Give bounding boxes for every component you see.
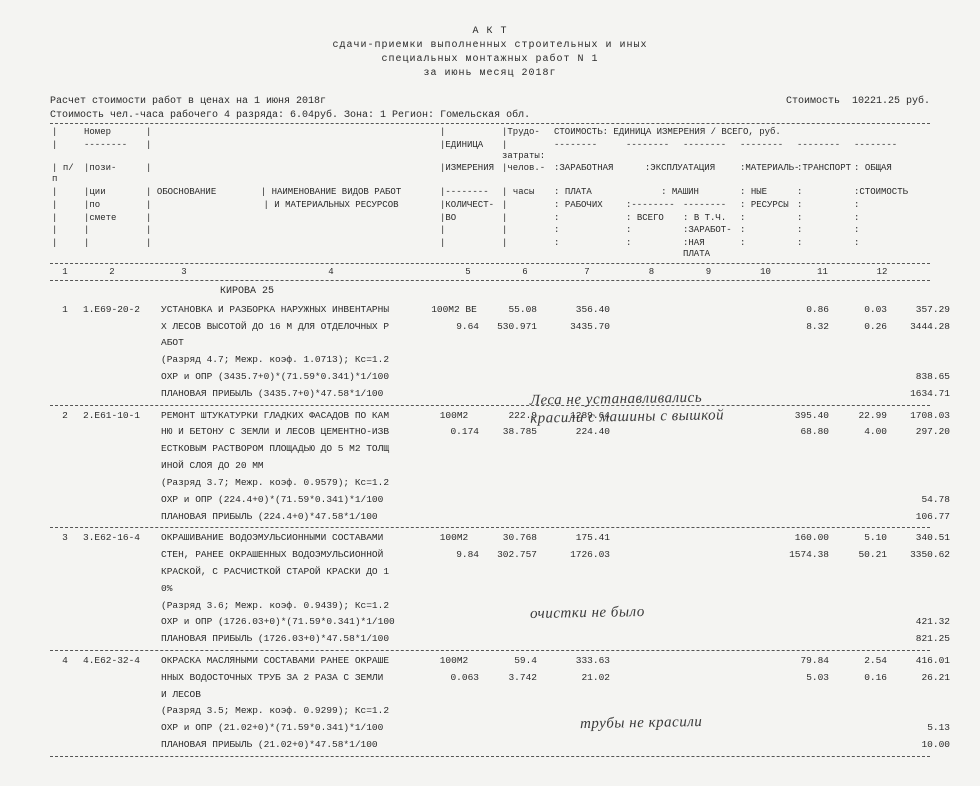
title-l4: за июнь месяц 2018г bbox=[50, 67, 930, 81]
table-row: 2 2.Е61-10-1 РЕМОНТ ШТУКАТУРКИ ГЛАДКИХ Ф… bbox=[50, 408, 930, 526]
divider bbox=[50, 123, 930, 124]
divider bbox=[50, 527, 930, 528]
table-header-5: ||по| | И МАТЕРИАЛЬНЫХ РЕСУРСОВ |КОЛИЧЕС… bbox=[50, 199, 930, 212]
title-block: А К Т сдачи-приемки выполненных строител… bbox=[50, 25, 930, 81]
table-row: 3 3.Е62-16-4 ОКРАШИВАНИЕ ВОДОЭМУЛЬСИОННЫ… bbox=[50, 530, 930, 648]
title-l1: А К Т bbox=[50, 25, 930, 39]
table-row: 1 1.Е69-20-2 УСТАНОВКА И РАЗБОРКА НАРУЖН… bbox=[50, 302, 930, 403]
table-header-4: ||ции | ОБОСНОВАНИЕ | НАИМЕНОВАНИЕ ВИДОВ… bbox=[50, 186, 930, 199]
info-rate: Стоимость чел.-часа рабочего 4 разряда: … bbox=[50, 110, 930, 121]
title-l3: специальных монтажных работ N 1 bbox=[50, 53, 930, 67]
divider bbox=[50, 263, 930, 264]
table-header-7: |||||:: :ЗАРАБОТ-::: bbox=[50, 224, 930, 237]
table-header-2: |--------| |ЕДИНИЦА |затраты: ----------… bbox=[50, 139, 930, 163]
column-numbers: 123 456 789 101112 bbox=[50, 266, 930, 278]
divider bbox=[50, 405, 930, 406]
table-header-8: |||||:: :НАЯ ПЛАТА::: bbox=[50, 237, 930, 261]
handwritten-note-3: трубы не красили bbox=[580, 714, 703, 733]
divider bbox=[50, 280, 930, 281]
handwritten-note-2: очистки не было bbox=[530, 604, 645, 623]
rows-container: 1 1.Е69-20-2 УСТАНОВКА И РАЗБОРКА НАРУЖН… bbox=[50, 302, 930, 757]
table-row: 4 4.Е62-32-4 ОКРАСКА МАСЛЯНЫМИ СОСТАВАМИ… bbox=[50, 653, 930, 754]
divider bbox=[50, 756, 930, 757]
table-header-6: ||смете| |ВО|: : ВСЕГО : В Т.Ч.::: bbox=[50, 212, 930, 225]
divider bbox=[50, 650, 930, 651]
table-header-3: | п/п |пози- | |ИЗМЕРЕНИЯ |челов.- :ЗАРА… bbox=[50, 162, 930, 186]
table-header: |Номер| | |Трудо- СТОИМОСТЬ: ЕДИНИЦА ИЗМ… bbox=[50, 126, 930, 139]
title-l2: сдачи-приемки выполненных строительных и… bbox=[50, 39, 930, 53]
info-row-1: Расчет стоимости работ в ценах на 1 июня… bbox=[50, 96, 930, 107]
info-calc: Расчет стоимости работ в ценах на 1 июня… bbox=[50, 96, 326, 107]
section-title: КИРОВА 25 bbox=[50, 286, 930, 297]
handwritten-note-1: Леса не устанавливались красили с машины… bbox=[530, 388, 725, 427]
info-cost: Стоимость 10221.25 руб. bbox=[786, 96, 930, 107]
